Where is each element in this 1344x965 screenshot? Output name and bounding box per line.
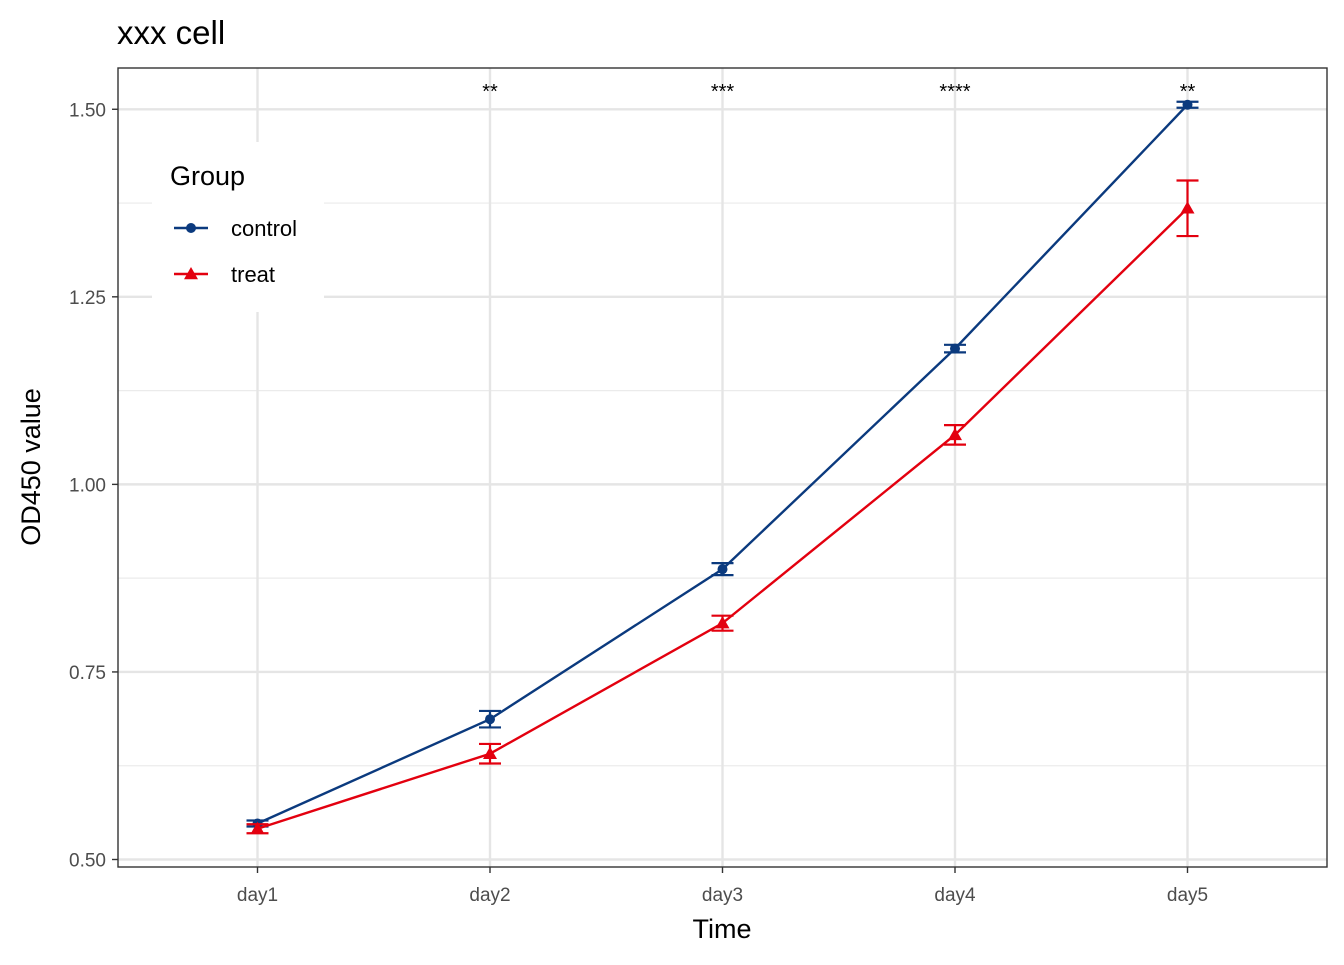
data-point-treat (948, 427, 962, 441)
data-point-control (717, 564, 728, 575)
data-point-treat (250, 821, 265, 834)
y-tick-label: 1.00 (69, 475, 106, 496)
data-point-control (950, 343, 960, 354)
y-tick-label: 1.25 (69, 288, 106, 309)
y-tick-label: 0.50 (69, 850, 106, 871)
chart-title: xxx cell (117, 14, 225, 51)
significance-label: ** (482, 81, 498, 103)
data-point-control (485, 714, 495, 725)
x-tick-label: day1 (237, 885, 278, 906)
data-point-treat (483, 746, 497, 759)
legend-marker-treat (184, 267, 198, 280)
axes: 0.50 0.75 1.00 1.25 1.50 day1 day2 day3 day4 day5 (69, 100, 1208, 906)
significance-label: **** (939, 81, 970, 103)
x-tick-label: day5 (1167, 885, 1208, 906)
data-point-treat (715, 616, 730, 629)
data-layer: ** *** **** ** (246, 81, 1199, 835)
x-tick-label: day4 (934, 885, 976, 906)
x-tick-label: day2 (469, 885, 510, 906)
significance-label: *** (711, 81, 735, 103)
legend-marker-control (186, 223, 196, 233)
legend-label: treat (231, 262, 275, 287)
y-tick-label: 0.75 (69, 663, 106, 684)
legend-label: control (231, 216, 297, 241)
data-point-treat (1180, 201, 1195, 214)
significance-label: ** (1180, 81, 1196, 103)
x-tick-label: day3 (702, 885, 743, 906)
y-axis-title: OD450 value (16, 388, 46, 546)
legend-title: Group (170, 161, 245, 191)
y-tick-label: 1.50 (69, 100, 106, 121)
x-axis-title: Time (693, 914, 752, 944)
data-point-control (1182, 99, 1193, 110)
legend: Group control treat (152, 142, 324, 312)
